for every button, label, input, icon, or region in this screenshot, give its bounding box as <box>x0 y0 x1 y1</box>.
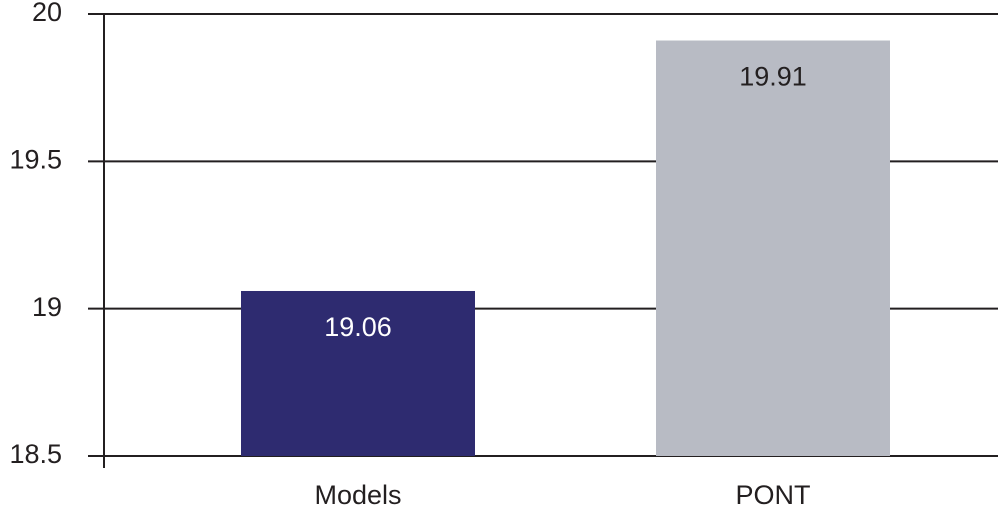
y-tick-label: 20 <box>32 0 62 27</box>
data-label: 19.91 <box>739 62 807 92</box>
y-tick-label: 18.5 <box>9 439 62 469</box>
bar <box>241 290 475 456</box>
data-label: 19.06 <box>324 312 392 342</box>
y-tick-label: 19 <box>32 292 62 322</box>
x-tick-label: PONT <box>735 480 810 510</box>
y-tick-label: 19.5 <box>9 144 62 174</box>
bar <box>656 40 890 457</box>
x-tick-label: Models <box>314 480 401 510</box>
